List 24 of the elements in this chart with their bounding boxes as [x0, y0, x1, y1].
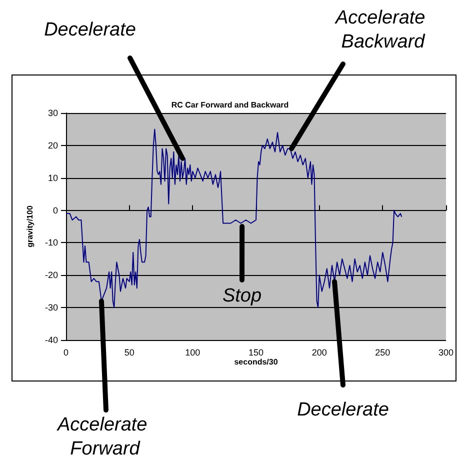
annotation: Stop — [222, 286, 262, 306]
y-tick-label: -30 — [44, 302, 58, 313]
x-tick-label: 50 — [124, 348, 134, 358]
y-tick-label: 20 — [48, 140, 58, 150]
y-tick-label: -10 — [44, 238, 58, 248]
line-series — [66, 128, 402, 308]
y-tick-label: 30 — [48, 108, 58, 118]
x-tick-label: 300 — [438, 348, 454, 358]
x-tick-label: 150 — [248, 348, 264, 358]
annotation: Accelerate Forward — [56, 414, 153, 460]
annotation: Decelerate — [44, 20, 136, 40]
x-axis-title: seconds/30 — [234, 357, 278, 366]
x-tick-label: 250 — [375, 348, 390, 358]
x-tick-label: 100 — [185, 348, 200, 358]
y-tick-label: 0 — [52, 205, 58, 216]
y-axis-title: gravity/100 — [26, 205, 35, 248]
y-tick-label: 10 — [48, 172, 58, 183]
y-tick-label: -20 — [44, 270, 58, 280]
y-tick-label: -40 — [44, 335, 58, 345]
x-tick-label: 0 — [63, 348, 69, 358]
chart-title: RC Car Forward and Backward — [171, 100, 289, 110]
annotation: Accelerate Backward — [334, 8, 431, 52]
annotation: Decelerate — [297, 400, 389, 420]
x-tick-label: 200 — [312, 348, 327, 358]
